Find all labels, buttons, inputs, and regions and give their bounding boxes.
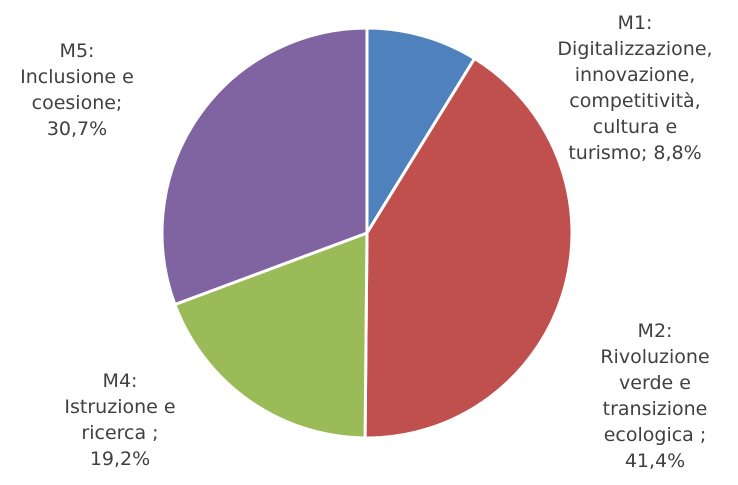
label-line: transizione <box>602 398 708 420</box>
slice-m5 <box>160 26 369 306</box>
slice-label-m5: M5: Inclusione e coesione; 30,7% <box>2 38 152 142</box>
label-line: M1: <box>617 12 653 34</box>
label-line: verde e <box>619 372 691 394</box>
label-line: ecologica ; <box>603 424 707 446</box>
label-line: 30,7% <box>46 118 108 140</box>
label-line: M5: <box>59 40 95 62</box>
label-line: cultura e <box>592 116 678 138</box>
label-line: 41,4% <box>624 450 686 472</box>
label-line: ricerca ; <box>81 422 159 444</box>
label-line: Inclusione e <box>20 66 134 88</box>
label-line: Digitalizzazione, <box>557 38 713 60</box>
label-line: coesione; <box>31 92 123 114</box>
label-line: Istruzione e <box>64 396 176 418</box>
slice-m2 <box>363 56 574 440</box>
label-line: turismo; 8,8% <box>568 142 702 164</box>
slice-label-m2: M2: Rivoluzione verde e transizione ecol… <box>585 318 725 474</box>
label-line: Rivoluzione <box>600 346 710 368</box>
slice-label-m4: M4: Istruzione e ricerca ; 19,2% <box>45 368 195 472</box>
label-line: M4: <box>102 370 138 392</box>
slice-label-m1: M1: Digitalizzazione, innovazione, compe… <box>550 10 720 166</box>
label-line: innovazione, <box>574 64 696 86</box>
slice-m1 <box>365 26 477 235</box>
slice-m4 <box>173 231 369 440</box>
label-line: 19,2% <box>89 448 151 470</box>
label-line: M2: <box>637 320 673 342</box>
label-line: competitività, <box>569 90 701 112</box>
